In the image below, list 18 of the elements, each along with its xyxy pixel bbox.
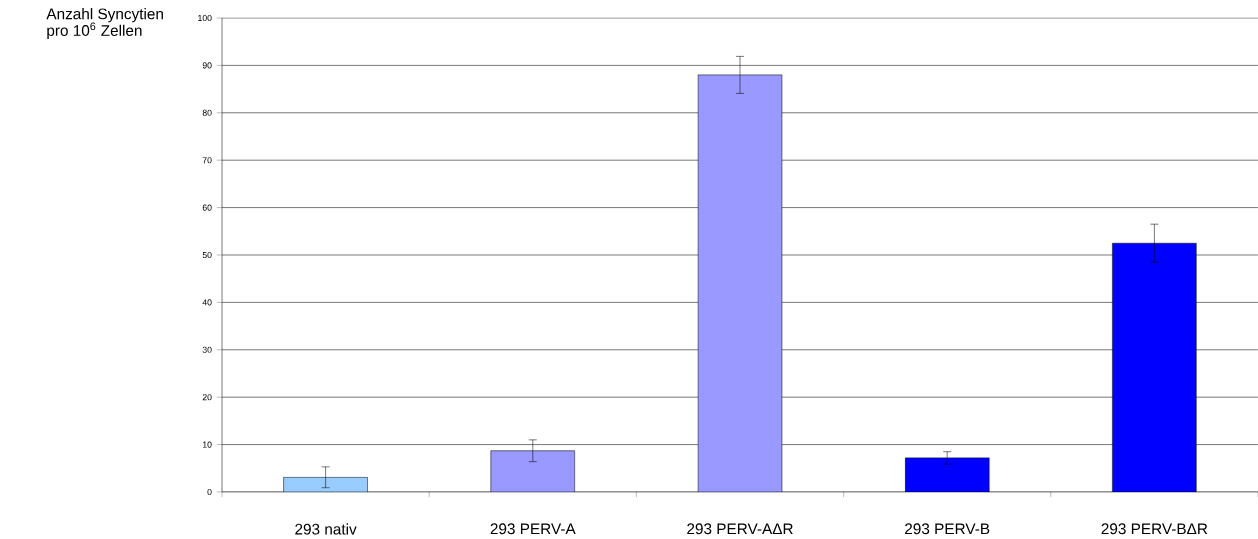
y-tick-label: 80 bbox=[202, 109, 212, 116]
x-tick-label: 293 PERV-B bbox=[905, 523, 990, 535]
y-tick-label: 20 bbox=[202, 394, 212, 401]
x-tick-label: 293 nativ bbox=[295, 523, 357, 535]
bar bbox=[283, 477, 368, 492]
y-tick-label: 90 bbox=[202, 62, 212, 69]
y-tick-label: 0 bbox=[207, 488, 212, 496]
x-tick-label: 293 PERV-A bbox=[490, 523, 576, 535]
y-tick-label: 50 bbox=[202, 251, 212, 259]
x-tick-label: 293 PERV-BΔR bbox=[1101, 523, 1208, 535]
y-tick-label: 40 bbox=[202, 299, 212, 306]
y-tick-label: 10 bbox=[202, 441, 212, 448]
y-tick-label: 60 bbox=[202, 204, 212, 211]
y-tick-label: 70 bbox=[202, 157, 212, 164]
x-tick-label: 293 PERV-AΔR bbox=[687, 523, 793, 535]
y-tick-label: 100 bbox=[198, 14, 212, 22]
y-tick-label: 30 bbox=[202, 346, 212, 353]
y-axis-title: Anzahl Syncytien pro 10$^{6}$ Zellen bbox=[46, 8, 163, 39]
